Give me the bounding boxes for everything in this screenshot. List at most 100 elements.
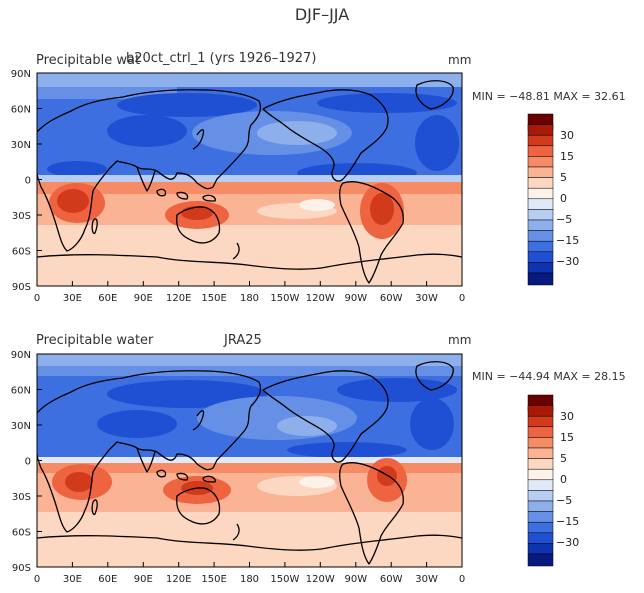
colorbar-box (527, 251, 554, 263)
x-tick-label: 30W (415, 293, 438, 304)
panel-units: mm (448, 333, 471, 347)
x-tick-label: 30E (63, 293, 82, 304)
panel-title-left-b: b20ct_ctrl_1 (yrs 1926–1927) (126, 51, 316, 66)
colorbar: 30 15 5 0 −5 −15 −30 (527, 394, 579, 567)
colorbar-label: 0 (560, 192, 567, 205)
colorbar-box (527, 500, 554, 512)
colorbar-box (527, 134, 554, 147)
colorbar-label: 15 (560, 431, 574, 444)
x-tick-label: 150E (201, 574, 226, 585)
colorbar-box (527, 426, 554, 438)
x-tick-label: 30W (415, 574, 438, 585)
colorbar-box (527, 405, 554, 417)
colorbar-label: 15 (560, 150, 574, 163)
x-tick-label: 120W (306, 293, 335, 304)
x-tick-label: 90E (134, 574, 153, 585)
x-tick-label: 150W (270, 574, 299, 585)
panel-title-left-a: Precipitable water (36, 333, 154, 348)
colorbar-box (527, 415, 554, 428)
x-tick-label: 0 (459, 293, 465, 304)
colorbar-box (527, 490, 554, 502)
colorbar-label: 0 (560, 473, 567, 486)
panel-units: mm (448, 53, 471, 67)
colorbar-box (527, 479, 554, 491)
y-tick-label: 90N (11, 69, 31, 80)
panel-title-left-b: JRA25 (223, 333, 262, 348)
x-tick-label: 60E (98, 574, 117, 585)
colorbar-box (527, 145, 554, 157)
x-tick-label: 60W (380, 293, 403, 304)
y-tick-label: 60N (11, 105, 31, 116)
colorbar-label: 30 (560, 410, 574, 423)
colorbar-box (527, 156, 554, 168)
y-tick-label: 90S (12, 563, 31, 574)
colorbar-box (527, 272, 554, 286)
colorbar-label: −30 (556, 536, 579, 549)
colorbar-box (527, 187, 554, 200)
colorbar-box (527, 230, 554, 242)
colorbar-label: −5 (556, 494, 572, 507)
panel-stats: MIN = −48.81 MAX = 32.61 (472, 90, 626, 103)
y-tick-label: 60N (11, 386, 31, 397)
panel-obs: Precipitable water JRA25 mm MIN = −44.94… (11, 333, 626, 585)
x-tick-label: 150E (201, 293, 226, 304)
x-tick-label: 30E (63, 574, 82, 585)
x-tick-label: 90W (344, 574, 367, 585)
x-tick-label: 90E (134, 293, 153, 304)
colorbar-box (527, 198, 554, 210)
colorbar: 30 15 5 0 −5 −15 −30 (527, 113, 579, 286)
y-tick-label: 30S (12, 492, 31, 503)
panel-model: Precipitable wat b20ct_ctrl_1 (yrs 1926–… (11, 51, 626, 304)
map-plot: 0 30E 60E 90E 120E 150E 180 150W 120W 90… (11, 350, 465, 585)
colorbar-box (527, 437, 554, 449)
y-tick-label: 90N (11, 350, 31, 361)
x-tick-label: 0 (34, 574, 40, 585)
colorbar-box (527, 447, 554, 459)
y-tick-label: 60S (12, 528, 31, 539)
y-tick-label: 30N (11, 140, 31, 151)
colorbar-label: 5 (560, 452, 567, 465)
colorbar-box (527, 240, 554, 253)
colorbar-label: −15 (556, 515, 579, 528)
x-tick-label: 180 (240, 293, 259, 304)
colorbar-box (527, 124, 554, 136)
figure-title: DJF–JJA (295, 5, 349, 24)
x-tick-label: 120E (166, 293, 191, 304)
colorbar-box (527, 553, 554, 567)
map-plot: 0 30E 60E 90E 120E 150E 180 150W 120W 90… (11, 69, 465, 304)
colorbar-box (527, 209, 554, 221)
x-tick-label: 150W (270, 293, 299, 304)
colorbar-label: −15 (556, 234, 579, 247)
y-tick-label: 0 (25, 457, 31, 468)
colorbar-box (527, 468, 554, 481)
x-tick-label: 60E (98, 293, 117, 304)
colorbar-box (527, 543, 554, 555)
y-tick-label: 60S (12, 247, 31, 258)
colorbar-box (527, 177, 554, 189)
x-tick-label: 120E (166, 574, 191, 585)
x-tick-label: 180 (240, 574, 259, 585)
x-tick-label: 60W (380, 574, 403, 585)
colorbar-label: −5 (556, 213, 572, 226)
colorbar-label: −30 (556, 255, 579, 268)
colorbar-box (527, 532, 554, 544)
y-tick-label: 30S (12, 211, 31, 222)
colorbar-label: 30 (560, 129, 574, 142)
colorbar-box (527, 521, 554, 534)
colorbar-box (527, 219, 554, 231)
y-tick-label: 90S (12, 282, 31, 293)
colorbar-box (527, 511, 554, 523)
x-tick-label: 120W (306, 574, 335, 585)
colorbar-box (527, 166, 554, 178)
colorbar-label: 5 (560, 171, 567, 184)
x-tick-label: 0 (34, 293, 40, 304)
x-tick-label: 0 (459, 574, 465, 585)
panel-stats: MIN = −44.94 MAX = 28.15 (472, 370, 626, 383)
colorbar-box (527, 262, 554, 274)
y-tick-label: 30N (11, 421, 31, 432)
colorbar-box (527, 458, 554, 470)
y-tick-label: 0 (25, 176, 31, 187)
panel-title-left-a: Precipitable wat (36, 53, 140, 68)
x-tick-label: 90W (344, 293, 367, 304)
